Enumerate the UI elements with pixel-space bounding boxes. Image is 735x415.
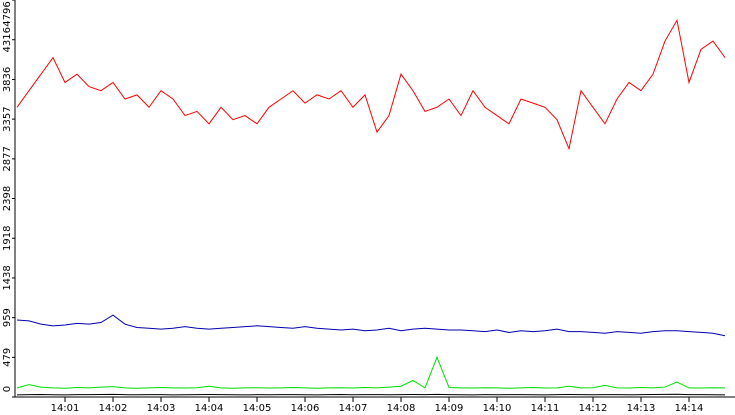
x-tick-label: 14:01 xyxy=(51,403,80,414)
y-tick-label: 4796 xyxy=(2,1,13,26)
x-tick-label: 14:02 xyxy=(99,403,128,414)
x-tick-label: 14:10 xyxy=(483,403,512,414)
x-tick-label: 14:04 xyxy=(195,403,224,414)
x-tick-label: 14:06 xyxy=(291,403,320,414)
x-tick-label: 14:08 xyxy=(387,403,416,414)
y-tick-label: 1918 xyxy=(2,226,13,251)
x-tick-label: 14:03 xyxy=(147,403,176,414)
y-tick-label: 959 xyxy=(2,308,13,327)
y-tick-label: 2398 xyxy=(2,186,13,211)
series-line xyxy=(16,393,726,396)
y-tick-label: 3836 xyxy=(2,67,13,92)
y-tick-label: 2877 xyxy=(2,146,13,171)
x-tick-label: 14:13 xyxy=(627,403,656,414)
x-tick-label: 14:07 xyxy=(339,403,368,414)
y-tick-label: 479 xyxy=(2,348,13,367)
x-tick-label: 14:11 xyxy=(531,403,560,414)
x-tick-label: 14:09 xyxy=(435,403,464,414)
series-line xyxy=(16,314,726,337)
y-tick-label: 4316 xyxy=(2,27,13,52)
x-tick-label: 14:05 xyxy=(243,403,272,414)
y-tick-label: 1438 xyxy=(2,265,13,290)
y-tick-label: 3357 xyxy=(2,106,13,131)
x-tick-label: 14:14 xyxy=(675,403,704,414)
x-tick-label: 14:12 xyxy=(579,403,608,414)
series-line xyxy=(16,18,726,151)
series-line xyxy=(16,355,726,389)
y-tick-label: 0 xyxy=(2,386,13,392)
